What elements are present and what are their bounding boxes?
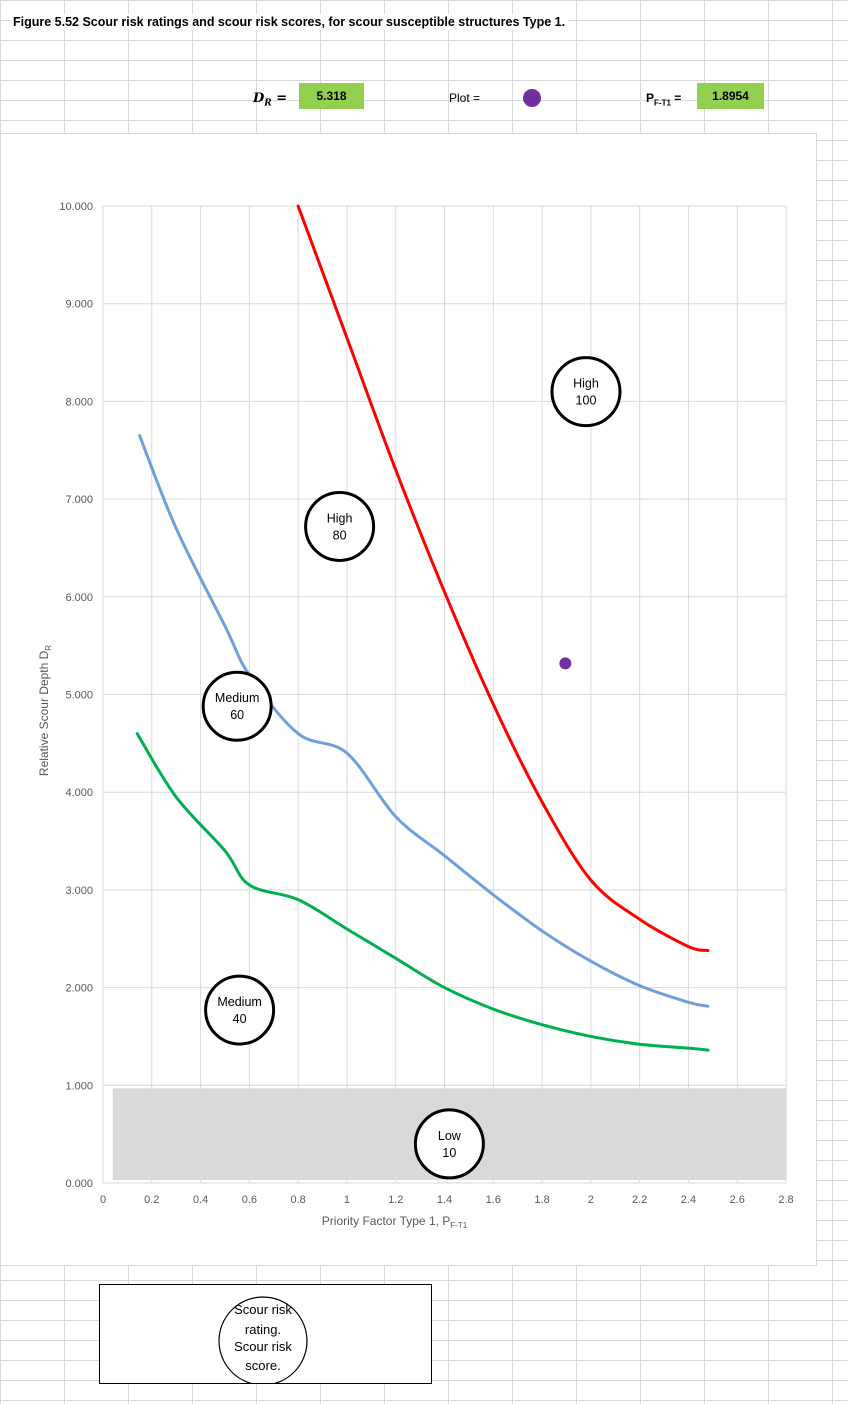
x-tick-label: 2.2	[632, 1194, 647, 1206]
rating-score: 60	[230, 708, 244, 722]
y-tick-label: 1.000	[65, 1080, 93, 1092]
pf-label-eq: =	[670, 91, 682, 105]
plot-border	[102, 205, 787, 1184]
medium-high-boundary-curve	[138, 434, 710, 1008]
x-tick-label: 1.8	[534, 1194, 549, 1206]
pf-label-main: P	[646, 91, 655, 105]
y-tick-label: 10.000	[59, 201, 93, 213]
dr-value-cell[interactable]: 5.318	[299, 83, 364, 109]
x-tick-label: 1.6	[486, 1194, 501, 1206]
rating-label: Medium	[215, 691, 259, 705]
y-tick-label: 5.000	[65, 690, 93, 702]
y-tick-label: 8.000	[65, 396, 93, 408]
chart-area[interactable]: 0 0.2 0.4 0.6 0.8 1 1.2 1.4 1.6 1.8 2 2.2 2.4 2.6 2.8 0…	[0, 133, 817, 1266]
rating-circle	[413, 1108, 485, 1180]
y-tick-label: 9.000	[65, 299, 93, 311]
x-tick-label: 2	[588, 1194, 594, 1206]
y-tick-label: 2.000	[65, 983, 93, 995]
rating-label: High	[327, 511, 353, 525]
rating-circle	[550, 356, 622, 428]
dr-label: DR =	[253, 91, 287, 109]
rating-score: 40	[233, 1012, 247, 1026]
x-tick-label: 2.6	[730, 1194, 745, 1206]
y-tick-label: 3.000	[65, 885, 93, 897]
y-tick-label: 0.000	[65, 1178, 93, 1190]
figure-caption: Figure 5.52 Scour risk ratings and scour…	[10, 14, 569, 30]
legend-line-2: rating.	[245, 1322, 281, 1337]
x-tick-label: 0.6	[242, 1194, 257, 1206]
legend-line-3: Scour risk	[234, 1339, 292, 1354]
rating-circle	[201, 670, 273, 742]
pf-value-cell[interactable]: 1.8954	[697, 83, 764, 109]
rating-circle	[204, 974, 276, 1046]
plot-marker-icon	[523, 89, 541, 107]
x-tick-label: 0.8	[290, 1194, 305, 1206]
chart-svg: 0 0.2 0.4 0.6 0.8 1 1.2 1.4 1.6 1.8 2 2.2 2.4 2.6 2.8 0…	[37, 201, 794, 1230]
dr-label-main: D	[253, 91, 265, 106]
rating-label: Low	[438, 1129, 462, 1143]
x-tick-label: 1	[344, 1194, 350, 1206]
legend-line-1: Scour risk	[234, 1302, 292, 1317]
dr-label-eq: =	[271, 91, 288, 106]
plot-label: Plot =	[449, 91, 481, 105]
x-axis-title: Priority Factor Type 1, PF-T1	[322, 1214, 468, 1230]
rating-label: High	[573, 377, 599, 391]
y-tick-label: 4.000	[65, 787, 93, 799]
y-tick-label: 6.000	[65, 592, 93, 604]
x-tick-label: 0	[100, 1194, 106, 1206]
x-axis-title-sub: F-T1	[450, 1221, 467, 1230]
legend-box: Scour risk rating. Scour risk score.	[99, 1284, 432, 1386]
rating-label: Medium	[217, 995, 261, 1009]
high-risk-curve	[296, 204, 710, 952]
x-tick-label: 2.4	[681, 1194, 696, 1206]
x-tick-label: 0.2	[144, 1194, 159, 1206]
rating-score: 80	[333, 528, 347, 542]
pf-label-sub: F-T1	[654, 98, 671, 108]
x-tick-label: 0.4	[193, 1194, 208, 1206]
x-tick-label: 1.4	[437, 1194, 452, 1206]
rating-score: 100	[576, 394, 597, 408]
medium-low-boundary-curve	[135, 732, 710, 1052]
y-tick-label: 7.000	[65, 494, 93, 506]
x-tick-label: 1.2	[388, 1194, 403, 1206]
pf-label: PF-T1 =	[646, 91, 681, 107]
rating-score: 10	[442, 1146, 456, 1160]
dr-label-sub: R	[264, 98, 272, 109]
x-tick-label: 2.8	[778, 1194, 793, 1206]
legend-line-4: score.	[245, 1358, 280, 1373]
y-axis-title: Relative Scour Depth DR	[37, 645, 53, 776]
legend-svg: Scour risk rating. Scour risk score.	[218, 1296, 308, 1386]
rating-circle	[304, 490, 376, 562]
y-axis-title-sub: R	[44, 645, 53, 651]
plot-point	[559, 657, 572, 670]
